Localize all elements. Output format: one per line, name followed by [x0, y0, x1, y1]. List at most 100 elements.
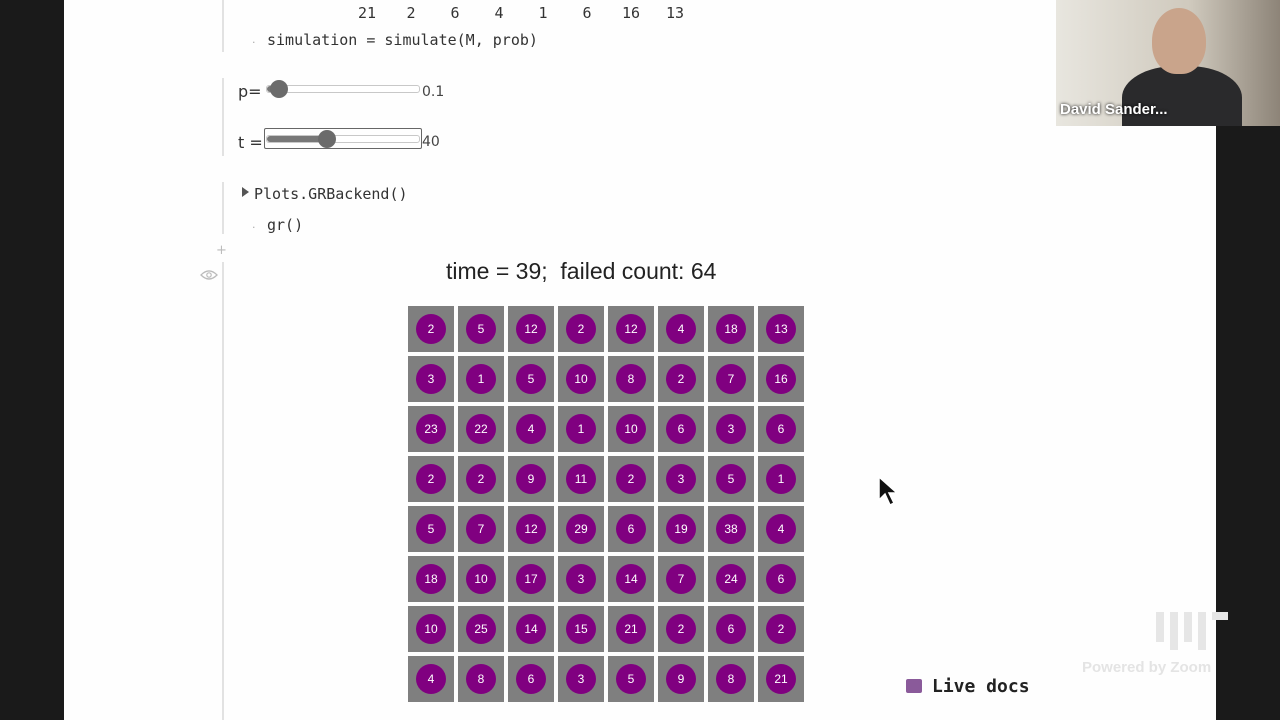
array-value: 4 — [494, 4, 504, 22]
cell-marker — [716, 414, 746, 444]
array-value: 16 — [621, 4, 641, 22]
cell-marker — [416, 564, 446, 594]
cell-marker — [566, 664, 596, 694]
cell-value-label: 9 — [678, 672, 685, 686]
cell-value-label: 25 — [474, 622, 488, 636]
cell-value-label: 14 — [624, 572, 638, 586]
cell-marker — [516, 414, 546, 444]
cell-value-label: 11 — [575, 472, 588, 486]
cell-value-label: 18 — [424, 572, 438, 586]
code-plots-backend[interactable]: Plots.GRBackend() — [254, 185, 408, 203]
mit-logo — [1156, 612, 1228, 650]
cell-gutter-top — [222, 0, 224, 52]
cell-value-label: 6 — [628, 522, 635, 536]
cell-value-label: 6 — [528, 672, 535, 686]
p-label: p= — [238, 82, 262, 101]
cell-value-label: 24 — [724, 572, 738, 586]
cell-marker — [466, 614, 496, 644]
cell-value-label: 8 — [478, 672, 485, 686]
cell-value-label: 1 — [578, 422, 585, 436]
cell-marker — [716, 614, 746, 644]
cell-value-label: 7 — [678, 572, 685, 586]
cell-value-label: 4 — [528, 422, 535, 436]
cell-value-label: 38 — [724, 522, 738, 536]
cell-marker — [416, 614, 446, 644]
cell-marker — [416, 364, 446, 394]
cell-marker — [766, 514, 796, 544]
cell-value-label: 5 — [478, 322, 485, 336]
cell-value-label: 16 — [774, 372, 788, 386]
cell-value-label: 2 — [578, 322, 585, 336]
cell-marker — [616, 514, 646, 544]
cell-value-label: 15 — [574, 622, 588, 636]
participant-name: David Sander... — [1060, 101, 1168, 118]
cell-marker — [616, 414, 646, 444]
cell-marker — [516, 514, 546, 544]
code-simulation[interactable]: simulation = simulate(M, prob) — [267, 31, 538, 49]
cell-value-label: 1 — [478, 372, 485, 386]
cell-value-label: 5 — [728, 472, 735, 486]
cell-value-label: 3 — [578, 572, 585, 586]
cell-marker — [666, 664, 696, 694]
cell-value-label: 23 — [424, 422, 438, 436]
cell-marker — [566, 514, 596, 544]
array-value: 13 — [665, 4, 685, 22]
cell-value-label: 10 — [574, 372, 588, 386]
cell-marker — [566, 364, 596, 394]
cell-value-label: 21 — [624, 622, 638, 636]
p-value: 0.1 — [422, 84, 445, 100]
cell-marker — [666, 414, 696, 444]
cell-value-label: 2 — [678, 372, 685, 386]
t-slider-track[interactable] — [266, 135, 420, 143]
cell-bullet: · — [252, 221, 256, 234]
cell-marker — [566, 414, 596, 444]
cell-value-label: 14 — [524, 622, 538, 636]
cell-value-label: 29 — [574, 522, 588, 536]
cell-gutter-plot — [222, 262, 224, 720]
cell-marker — [566, 614, 596, 644]
cell-marker — [716, 364, 746, 394]
cell-marker — [416, 514, 446, 544]
live-docs-button[interactable]: Live docs — [906, 676, 1030, 697]
cell-value-label: 2 — [628, 472, 635, 486]
cell-marker — [416, 414, 446, 444]
add-cell-plus-icon[interactable]: + — [216, 243, 227, 258]
cell-marker — [616, 664, 646, 694]
cell-value-label: 4 — [678, 322, 685, 336]
p-slider-knob[interactable] — [270, 80, 288, 98]
cell-value-label: 6 — [778, 572, 785, 586]
t-slider-knob[interactable] — [318, 130, 336, 148]
eye-icon[interactable] — [200, 269, 218, 281]
cell-value-label: 9 — [528, 472, 535, 486]
cell-marker — [666, 364, 696, 394]
cell-marker — [766, 314, 796, 344]
cell-marker — [666, 614, 696, 644]
cell-marker — [566, 464, 596, 494]
cell-value-label: 10 — [424, 622, 438, 636]
cell-value-label: 2 — [678, 622, 685, 636]
cell-value-label: 19 — [674, 522, 688, 536]
cell-marker — [466, 564, 496, 594]
p-slider-track[interactable] — [266, 85, 420, 93]
expand-triangle-icon[interactable] — [242, 187, 249, 197]
cell-value-label: 6 — [678, 422, 685, 436]
cell-value-label: 8 — [628, 372, 635, 386]
cell-marker — [466, 464, 496, 494]
cell-marker — [516, 464, 546, 494]
chart-title: time = 39; failed count: 64 — [446, 258, 717, 284]
cell-marker — [516, 564, 546, 594]
zoom-watermark: Powered by Zoom — [1082, 659, 1212, 676]
cell-value-label: 7 — [728, 372, 735, 386]
cell-value-label: 21 — [774, 672, 788, 686]
array-value: 6 — [450, 4, 460, 22]
cell-marker — [516, 664, 546, 694]
cell-marker — [766, 614, 796, 644]
cell-marker — [716, 314, 746, 344]
code-gr[interactable]: gr() — [267, 216, 304, 234]
cell-value-label: 2 — [428, 322, 435, 336]
video-participant-tile[interactable]: David Sander... — [1056, 0, 1280, 126]
cell-value-label: 2 — [478, 472, 485, 486]
cell-marker — [416, 664, 446, 694]
cell-value-label: 4 — [428, 672, 435, 686]
